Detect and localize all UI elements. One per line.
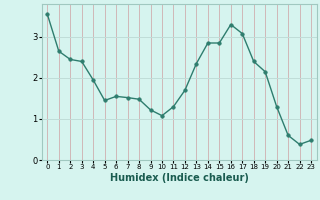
X-axis label: Humidex (Indice chaleur): Humidex (Indice chaleur) — [110, 173, 249, 183]
